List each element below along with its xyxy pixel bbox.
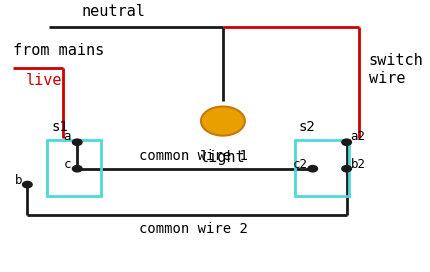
Circle shape	[342, 139, 351, 146]
Circle shape	[308, 166, 317, 172]
Text: from mains: from mains	[13, 44, 104, 58]
Text: live: live	[25, 73, 62, 88]
Text: b: b	[15, 174, 23, 187]
Text: common wire 2: common wire 2	[138, 222, 247, 236]
Circle shape	[342, 166, 351, 172]
Text: switch
wire: switch wire	[369, 53, 424, 86]
Bar	[295, 140, 349, 196]
Circle shape	[72, 139, 82, 146]
Bar	[47, 140, 101, 196]
Text: b2: b2	[350, 158, 366, 171]
Text: c2: c2	[293, 158, 308, 171]
Text: s2: s2	[299, 120, 316, 134]
Text: c: c	[63, 158, 71, 171]
Text: a: a	[63, 131, 71, 143]
Text: light: light	[200, 150, 246, 165]
Text: neutral: neutral	[81, 4, 145, 19]
Text: s1: s1	[51, 120, 68, 134]
Text: common wire 1: common wire 1	[138, 149, 247, 163]
Circle shape	[201, 107, 245, 136]
Circle shape	[22, 181, 32, 188]
Circle shape	[72, 166, 82, 172]
Text: a2: a2	[350, 131, 366, 143]
